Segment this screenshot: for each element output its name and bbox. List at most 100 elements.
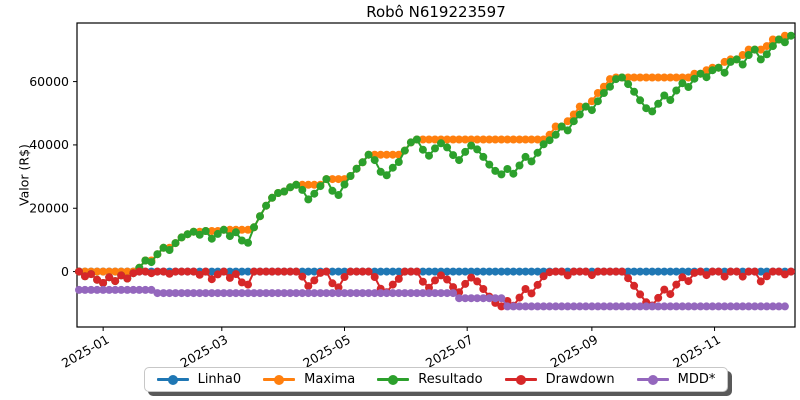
series-resultado-marker bbox=[213, 229, 222, 238]
series-mdd-marker bbox=[117, 285, 126, 294]
series-mdd-marker bbox=[461, 294, 470, 303]
series-drawdown-marker bbox=[129, 269, 138, 278]
legend-label-linha0: Linha0 bbox=[197, 372, 242, 387]
y-tick-label: 20000 bbox=[29, 201, 69, 216]
series-mdd-marker bbox=[678, 302, 687, 311]
series-maxima-marker bbox=[684, 73, 693, 82]
series-mdd-marker bbox=[141, 285, 150, 294]
series-resultado-marker bbox=[340, 180, 349, 189]
series-resultado-marker bbox=[660, 91, 669, 100]
series-mdd-marker bbox=[569, 302, 578, 311]
series-resultado-marker bbox=[195, 230, 204, 239]
series-resultado-marker bbox=[750, 45, 759, 54]
series-maxima-marker bbox=[654, 73, 663, 82]
series-mdd-marker bbox=[455, 294, 464, 303]
series-mdd-marker bbox=[756, 302, 765, 311]
series-mdd-marker bbox=[400, 289, 409, 298]
series-mdd-marker bbox=[732, 302, 741, 311]
series-resultado-marker bbox=[708, 66, 717, 75]
series-drawdown-marker bbox=[636, 290, 645, 299]
series-mdd-marker bbox=[213, 289, 222, 298]
series-linha0-marker bbox=[376, 267, 385, 276]
legend-item-maxima: Maxima bbox=[263, 372, 355, 387]
series-drawdown-marker bbox=[696, 267, 705, 276]
series-maxima-marker bbox=[551, 122, 560, 131]
series-maxima-marker bbox=[630, 73, 639, 82]
series-resultado-marker bbox=[521, 152, 530, 161]
series-drawdown-marker bbox=[412, 267, 421, 276]
series-resultado-marker bbox=[418, 145, 427, 154]
series-maxima-marker bbox=[599, 82, 608, 91]
series-maxima-marker bbox=[207, 227, 216, 235]
series-maxima-marker bbox=[93, 267, 102, 276]
series-drawdown-marker bbox=[328, 279, 337, 288]
series-resultado-marker bbox=[678, 79, 687, 88]
series-maxima-marker bbox=[527, 135, 536, 144]
series-mdd-marker bbox=[394, 289, 403, 298]
legend-label-resultado: Resultado bbox=[418, 372, 483, 387]
series-mdd-marker bbox=[636, 302, 645, 311]
series-mdd-marker bbox=[352, 289, 361, 298]
series-maxima-marker bbox=[491, 135, 500, 144]
series-mdd-marker bbox=[81, 285, 89, 294]
series-resultado-marker bbox=[316, 182, 325, 191]
series-resultado-marker bbox=[787, 31, 795, 40]
series-maxima-marker bbox=[443, 135, 452, 144]
series-resultado-marker bbox=[376, 167, 385, 176]
series-drawdown-marker bbox=[346, 267, 355, 276]
series-resultado-marker bbox=[431, 144, 439, 153]
series-resultado-marker bbox=[412, 135, 421, 144]
series-mdd-marker bbox=[654, 302, 663, 311]
series-resultado-marker bbox=[358, 158, 367, 167]
series-linha0-marker bbox=[630, 267, 639, 276]
series-mdd-marker bbox=[750, 302, 759, 311]
series-resultado-marker bbox=[720, 68, 729, 77]
series-drawdown-marker bbox=[787, 267, 795, 276]
series-drawdown-marker bbox=[672, 280, 681, 289]
x-tick-label: 2025-09 bbox=[548, 332, 601, 371]
series-resultado-marker bbox=[310, 189, 319, 198]
series-mdd bbox=[75, 285, 789, 311]
series-drawdown-marker bbox=[624, 274, 633, 283]
series-drawdown-marker bbox=[123, 274, 132, 283]
series-resultado-marker bbox=[370, 156, 379, 165]
series-maxima-marker bbox=[99, 267, 108, 276]
legend-marker-maxima-icon bbox=[263, 374, 296, 385]
series-linha0-marker bbox=[443, 267, 452, 276]
series-resultado-marker bbox=[334, 191, 343, 199]
series-mdd-marker bbox=[612, 302, 620, 311]
series-resultado-marker bbox=[533, 148, 542, 157]
series-maxima-marker bbox=[672, 73, 681, 82]
series-drawdown-marker bbox=[593, 267, 602, 276]
series-drawdown-marker bbox=[75, 267, 83, 276]
series-mdd-marker bbox=[207, 289, 216, 298]
series-resultado-marker bbox=[527, 157, 536, 166]
series-resultado-marker bbox=[630, 87, 639, 96]
legend-dot-linha0-icon bbox=[167, 374, 178, 385]
series-maxima-marker bbox=[738, 51, 747, 59]
series-mdd-marker bbox=[648, 302, 657, 311]
series-resultado-marker bbox=[286, 183, 295, 192]
series-drawdown-marker bbox=[714, 267, 723, 276]
series-mdd-marker bbox=[684, 302, 693, 311]
series-drawdown-marker bbox=[551, 267, 560, 276]
series-drawdown-marker bbox=[177, 267, 186, 276]
series-resultado-marker bbox=[587, 106, 596, 115]
series-linha0-marker bbox=[666, 267, 675, 276]
series-drawdown-marker bbox=[732, 267, 741, 276]
series-drawdown-marker bbox=[521, 285, 530, 293]
series-drawdown-marker bbox=[479, 285, 488, 293]
series-resultado-marker bbox=[726, 57, 735, 66]
series-drawdown-marker bbox=[298, 272, 307, 281]
series-drawdown-marker bbox=[449, 283, 458, 292]
series-drawdown-marker bbox=[195, 270, 204, 279]
series-drawdown-marker bbox=[702, 271, 711, 280]
series-drawdown-marker bbox=[515, 293, 524, 302]
series-drawdown-marker bbox=[310, 276, 319, 285]
series-drawdown-marker bbox=[606, 267, 614, 276]
series-mdd-marker bbox=[135, 285, 144, 294]
legend-dot-maxima-icon bbox=[274, 374, 285, 385]
series-mdd-marker bbox=[557, 302, 566, 311]
series-resultado-marker bbox=[581, 102, 590, 111]
series-drawdown-marker bbox=[159, 267, 168, 276]
